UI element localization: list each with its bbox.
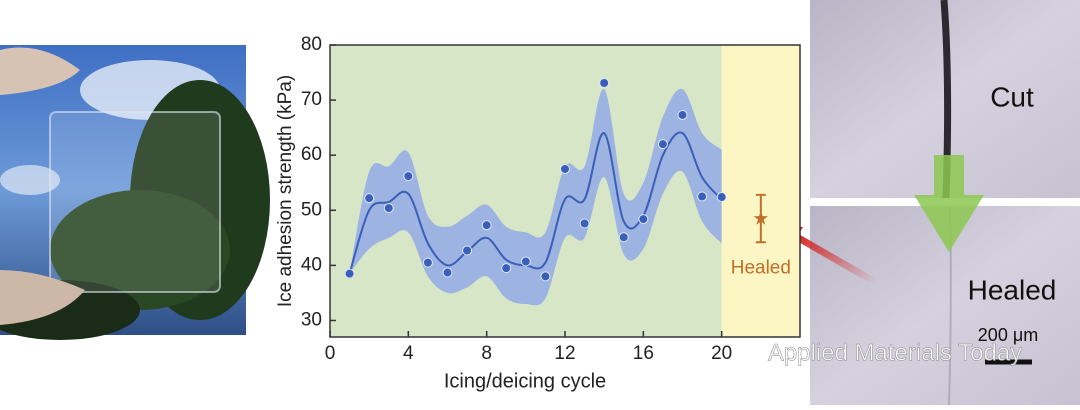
data-point [540,271,551,282]
data-point [462,245,473,256]
x-tick-label: 16 [633,343,654,364]
fit-line [348,131,723,274]
x-tick-label: 0 [325,343,336,364]
watermark: Applied Materials Today [768,339,1022,366]
chart: Healed 30 40 50 60 70 80 0 4 8 12 16 20 Icing/deicing… [275,34,801,392]
data-point [677,109,688,120]
healed-label: Healed [731,258,791,279]
y-tick-label: 50 [301,199,322,220]
x-axis-label: Icing/deicing cycle [444,370,606,392]
healed-label: Healed [968,274,1057,305]
data-point [599,78,610,89]
healed-point [753,211,768,225]
data-point [579,218,590,229]
y-tick-label: 60 [301,144,322,165]
y-tick-label: 40 [301,254,322,275]
x-tick-label: 12 [554,343,575,364]
data-point [364,193,375,204]
scale-bar-label: 200 μm [978,325,1038,345]
data-point [501,263,512,274]
confidence-band [349,88,722,306]
micrograph: Cut Healed 200 μm [810,0,1080,406]
y-tick-label: 30 [301,309,322,330]
data-point [403,171,414,182]
y-axis-label: Ice adhesion strength (kPa) [275,75,296,307]
data-point [481,220,492,231]
data-point [657,139,668,150]
photo [0,45,270,340]
x-tick-label: 8 [481,343,492,364]
data-point [716,192,727,203]
data-point [383,203,394,214]
data-point [638,214,649,225]
data-point [520,256,531,267]
y-tick-label: 80 [301,34,322,55]
y-tick-label: 70 [301,89,322,110]
cut-label: Cut [990,81,1034,112]
data-point [618,232,629,243]
data-point [422,257,433,268]
data-point [344,268,355,279]
x-tick-label: 4 [403,343,414,364]
data-point [560,163,570,174]
region [721,45,800,337]
data-point [697,191,708,202]
x-tick-label: 20 [711,343,732,364]
data-point [442,267,453,278]
